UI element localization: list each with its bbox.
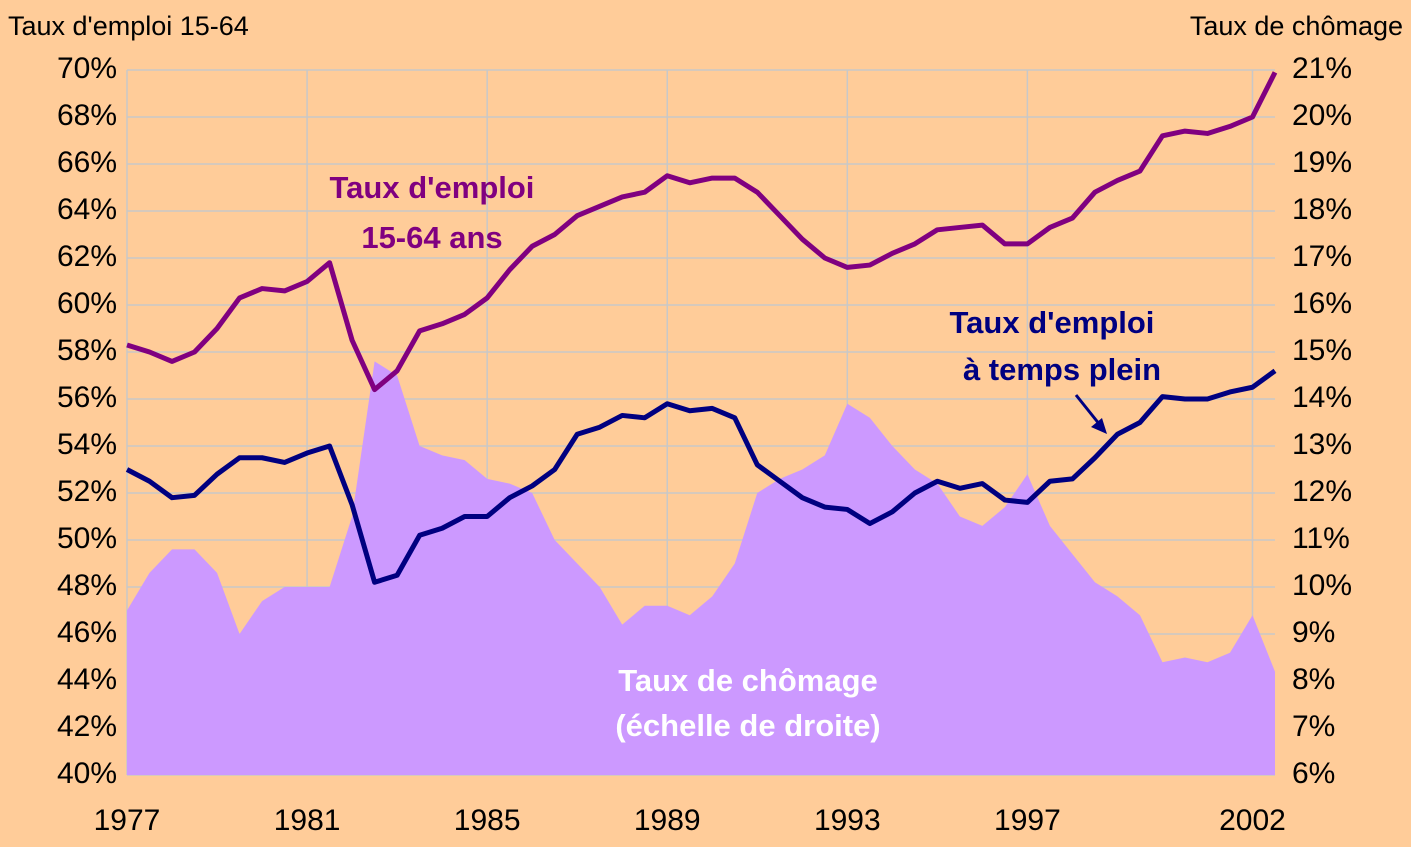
y2-tick-label: 19% <box>1292 146 1352 179</box>
y2-tick-label: 18% <box>1292 193 1352 226</box>
y-tick-label: 70% <box>57 52 117 85</box>
y2-tick-label: 12% <box>1292 475 1352 508</box>
x-tick-label: 1993 <box>814 804 881 837</box>
x-tick-label: 1985 <box>454 804 521 837</box>
y2-tick-label: 16% <box>1292 287 1352 320</box>
arrow <box>1074 394 1102 426</box>
annotation: Taux d'emploi <box>330 170 535 205</box>
line <box>126 71 1278 393</box>
y2-tick-label: 15% <box>1292 334 1352 367</box>
y-tick-label: 46% <box>57 616 117 649</box>
y-tick-label: 42% <box>57 710 117 743</box>
y-tick-label: 54% <box>57 428 117 461</box>
y2-tick-label: 9% <box>1292 616 1335 649</box>
marks <box>125 71 1278 775</box>
annotation: Taux de chômage <box>618 663 878 698</box>
y2-tick-label: 13% <box>1292 428 1352 461</box>
arrow-head <box>1091 418 1107 434</box>
x-tick-label: 1997 <box>994 804 1061 837</box>
annotation: 15-64 ans <box>361 220 502 255</box>
y-tick-label: 58% <box>57 334 117 367</box>
y2-axis-title: Taux de chômage <box>1190 11 1403 41</box>
y2-tick-label: 14% <box>1292 381 1352 414</box>
x-tick-label: 1977 <box>94 804 161 837</box>
y-tick-label: 40% <box>57 757 117 790</box>
y-tick-label: 56% <box>57 381 117 414</box>
annotation: Taux d'emploi <box>950 305 1155 340</box>
y-tick-label: 44% <box>57 663 117 696</box>
y-axis-title: Taux d'emploi 15-64 <box>8 11 249 41</box>
y2-tick-label: 21% <box>1292 52 1352 85</box>
y-tick-label: 62% <box>57 240 117 273</box>
y-tick-label: 68% <box>57 99 117 132</box>
y-tick-label: 50% <box>57 522 117 555</box>
area <box>127 361 1275 775</box>
y2-tick-label: 8% <box>1292 663 1335 696</box>
x-tick-label: 1989 <box>634 804 701 837</box>
x-tick-label: 1981 <box>274 804 341 837</box>
y2-tick-label: 6% <box>1292 757 1335 790</box>
x-tick-label: 2002 <box>1219 804 1286 837</box>
y2-tick-label: 17% <box>1292 240 1352 273</box>
y2-tick-label: 7% <box>1292 710 1335 743</box>
y-tick-label: 64% <box>57 193 117 226</box>
y2-tick-label: 10% <box>1292 569 1352 602</box>
y-tick-label: 48% <box>57 569 117 602</box>
y-tick-label: 52% <box>57 475 117 508</box>
line <box>125 368 1277 585</box>
labels: 40% 42% 44% 46% 48% 50% 52% 54% 56% 58% 60% 62% 64% 6… <box>57 52 1352 837</box>
annotation: à temps plein <box>963 352 1161 387</box>
y2-tick-label: 11% <box>1292 522 1350 555</box>
y2-tick-label: 20% <box>1292 99 1352 132</box>
y-tick-label: 60% <box>57 287 117 320</box>
annotation: (échelle de droite) <box>615 708 880 743</box>
y-tick-label: 66% <box>57 146 117 179</box>
